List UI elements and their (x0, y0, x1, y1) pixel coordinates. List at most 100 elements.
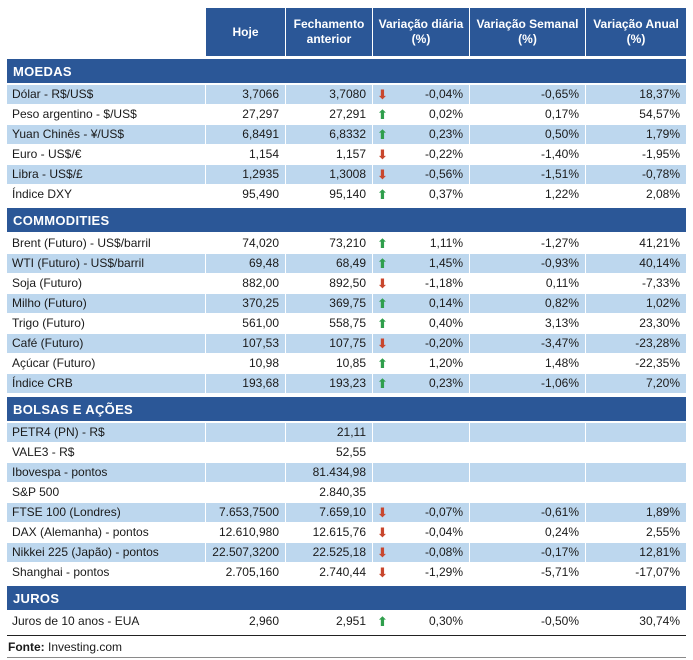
up-arrow-icon: ⬆ (377, 614, 388, 629)
table-row: Café (Futuro) 107,53 107,75 ⬇ -0,20% -3,… (7, 334, 686, 354)
asset-label: Nikkei 225 (Japão) - pontos (7, 543, 206, 562)
annual-change-value: 1,89% (645, 505, 680, 519)
asset-label: Açúcar (Futuro) (7, 354, 206, 373)
down-arrow-icon: ⬇ (377, 336, 388, 351)
today-value (206, 463, 286, 482)
daily-change-cell: ⬆ 1,11% (373, 234, 470, 253)
daily-change-value: -1,18% (424, 276, 463, 290)
section-title: JUROS (13, 590, 60, 606)
asset-label: Shanghai - pontos (7, 563, 206, 582)
previous-close-value: 107,75 (286, 334, 373, 353)
table-row: Libra - US$/£ 1,2935 1,3008 ⬇ -0,56% -1,… (7, 165, 686, 185)
weekly-change-value: -0,50% (470, 612, 586, 631)
down-arrow-icon: ⬇ (377, 147, 388, 162)
weekly-change-value: 1,22% (470, 185, 586, 204)
down-arrow-icon: ⬇ (377, 87, 388, 102)
weekly-change-value: 3,13% (470, 314, 586, 333)
asset-label: Brent (Futuro) - US$/barril (7, 234, 206, 253)
table-row: Shanghai - pontos 2.705,160 2.740,44 ⬇ -… (7, 563, 686, 583)
up-arrow-icon: ⬆ (377, 187, 388, 202)
weekly-change-value: -0,65% (470, 85, 586, 104)
today-value: 107,53 (206, 334, 286, 353)
weekly-change-value: -3,47% (470, 334, 586, 353)
table-row: Brent (Futuro) - US$/barril 74,020 73,21… (7, 234, 686, 254)
today-value: 10,98 (206, 354, 286, 373)
table-row: Ibovespa - pontos 81.434,98 (7, 463, 686, 483)
daily-change-value: 0,02% (428, 107, 463, 121)
today-value: 2.705,160 (206, 563, 286, 582)
annual-change-value: -1,95% (641, 147, 680, 161)
annual-change-value: 40,14% (639, 256, 680, 270)
previous-close-value: 2.840,35 (286, 483, 373, 502)
section-title: MOEDAS (13, 63, 72, 79)
column-header-variacao-anual: Variação Anual (%) (586, 8, 686, 56)
annual-change-value: 2,55% (645, 525, 680, 539)
today-value (206, 423, 286, 442)
daily-change-value: -0,04% (424, 525, 463, 539)
annual-change-value: 7,20% (645, 376, 680, 390)
asset-label: Yuan Chinês - ¥/US$ (7, 125, 206, 144)
today-value (206, 443, 286, 462)
asset-label: Euro - US$/€ (7, 145, 206, 164)
table-row: Juros de 10 anos - EUA 2,960 2,951 ⬆ 0,3… (7, 612, 686, 632)
section-title: BOLSAS E AÇÕES (13, 401, 134, 417)
previous-close-value: 2,951 (286, 612, 373, 631)
annual-change-value (586, 463, 686, 482)
daily-change-cell: ⬇ -0,22% (373, 145, 470, 164)
column-header-fechamento-anterior: Fechamento anterior (286, 8, 373, 56)
previous-close-value: 22.525,18 (286, 543, 373, 562)
daily-change-value: 1,45% (428, 256, 463, 270)
previous-close-value: 7.659,10 (286, 503, 373, 522)
daily-change-cell (373, 463, 470, 482)
column-header-variacao-semanal: Variação Semanal (%) (470, 8, 586, 56)
section-header: COMMODITIES (7, 208, 686, 232)
asset-label: Peso argentino - $/US$ (7, 105, 206, 124)
table-row: Yuan Chinês - ¥/US$ 6,8491 6,8332 ⬆ 0,23… (7, 125, 686, 145)
daily-change-cell: ⬇ -1,18% (373, 274, 470, 293)
table-row: Trigo (Futuro) 561,00 558,75 ⬆ 0,40% 3,1… (7, 314, 686, 334)
weekly-change-value (470, 443, 586, 462)
previous-close-value: 369,75 (286, 294, 373, 313)
down-arrow-icon: ⬇ (377, 525, 388, 540)
today-value: 193,68 (206, 374, 286, 393)
section-header: BOLSAS E AÇÕES (7, 397, 686, 421)
daily-change-value: 1,11% (429, 236, 463, 250)
daily-change-cell: ⬆ 0,30% (373, 612, 470, 631)
today-value: 7.653,7500 (206, 503, 286, 522)
daily-change-value: 0,23% (428, 127, 463, 141)
daily-change-cell: ⬆ 1,20% (373, 354, 470, 373)
weekly-change-value: -0,17% (470, 543, 586, 562)
daily-change-cell: ⬇ -0,56% (373, 165, 470, 184)
daily-change-value: 0,23% (428, 376, 463, 390)
daily-change-value: -0,07% (424, 505, 463, 519)
source-value: Investing.com (48, 640, 123, 654)
table-row: WTI (Futuro) - US$/barril 69,48 68,49 ⬆ … (7, 254, 686, 274)
annual-change-value: 30,74% (639, 614, 680, 628)
asset-label: Juros de 10 anos - EUA (7, 612, 206, 631)
daily-change-cell: ⬆ 0,40% (373, 314, 470, 333)
annual-change-value: 54,57% (639, 107, 680, 121)
today-value: 370,25 (206, 294, 286, 313)
previous-close-value: 27,291 (286, 105, 373, 124)
down-arrow-icon: ⬇ (377, 565, 388, 580)
previous-close-value: 21,11 (286, 423, 373, 442)
down-arrow-icon: ⬇ (377, 167, 388, 182)
previous-close-value: 1,3008 (286, 165, 373, 184)
table-header: Hoje Fechamento anterior Variação diária… (7, 8, 686, 56)
asset-label: Café (Futuro) (7, 334, 206, 353)
weekly-change-value: -1,27% (470, 234, 586, 253)
previous-close-value: 1,157 (286, 145, 373, 164)
daily-change-value: -0,04% (424, 87, 463, 101)
daily-change-cell: ⬇ -0,07% (373, 503, 470, 522)
down-arrow-icon: ⬇ (377, 505, 388, 520)
asset-label: DAX (Alemanha) - pontos (7, 523, 206, 542)
daily-change-value: 0,37% (428, 187, 463, 201)
asset-label: FTSE 100 (Londres) (7, 503, 206, 522)
annual-change-value: 12,81% (639, 545, 680, 559)
daily-change-value: -0,22% (424, 147, 463, 161)
daily-change-cell: ⬇ -1,29% (373, 563, 470, 582)
annual-change-value (586, 423, 686, 442)
asset-label: Dólar - R$/US$ (7, 85, 206, 104)
previous-close-value: 6,8332 (286, 125, 373, 144)
weekly-change-value (470, 483, 586, 502)
